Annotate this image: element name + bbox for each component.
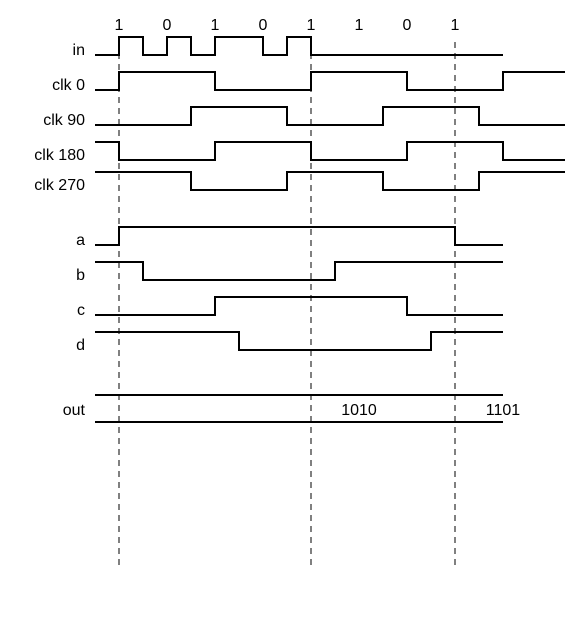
label-clk270: clk 270 bbox=[34, 177, 85, 194]
wave-d bbox=[95, 332, 503, 350]
label-clk0: clk 0 bbox=[52, 77, 85, 94]
label-clk90: clk 90 bbox=[43, 112, 85, 129]
label-c: c bbox=[77, 302, 85, 319]
bit-label-6: 0 bbox=[403, 17, 412, 34]
label-in: in bbox=[73, 42, 85, 59]
wave-c bbox=[95, 297, 503, 315]
label-a: a bbox=[76, 232, 85, 249]
wave-in bbox=[95, 37, 503, 55]
label-b: b bbox=[76, 267, 85, 284]
label-clk180: clk 180 bbox=[34, 147, 85, 164]
out-value-0: 1010 bbox=[341, 402, 377, 419]
wave-clk0 bbox=[95, 72, 565, 90]
bit-label-4: 1 bbox=[307, 17, 316, 34]
wave-clk90 bbox=[95, 107, 565, 125]
wave-b bbox=[95, 262, 503, 280]
bit-label-2: 1 bbox=[211, 17, 220, 34]
bit-label-7: 1 bbox=[451, 17, 460, 34]
out-value-1: 1101 bbox=[486, 402, 521, 419]
bit-label-0: 1 bbox=[115, 17, 124, 34]
bit-label-5: 1 bbox=[355, 17, 364, 34]
wave-a bbox=[95, 227, 503, 245]
bit-label-1: 0 bbox=[163, 17, 172, 34]
wave-clk270 bbox=[95, 172, 565, 190]
label-d: d bbox=[76, 337, 85, 354]
bit-label-3: 0 bbox=[259, 17, 268, 34]
wave-clk180 bbox=[95, 142, 565, 160]
label-out: out bbox=[63, 402, 86, 419]
